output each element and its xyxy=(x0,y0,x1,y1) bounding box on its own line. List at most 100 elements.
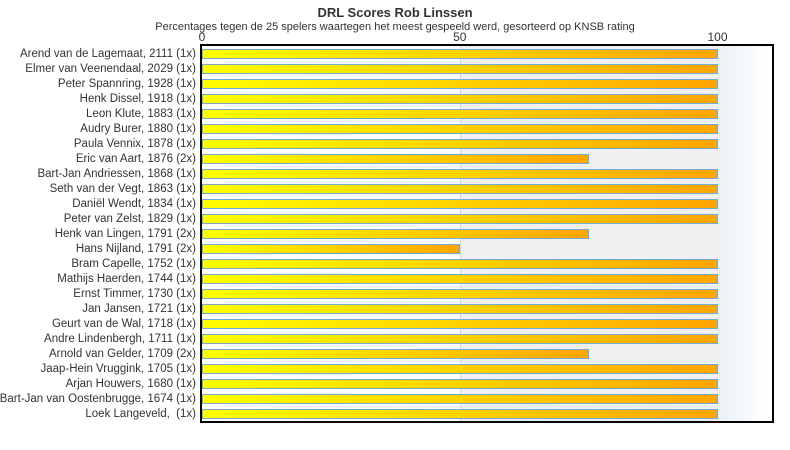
player-label: Loek Langeveld, (1x) xyxy=(85,407,196,420)
bar-row xyxy=(202,136,772,151)
player-label: Henk Dissel, 1918 (1x) xyxy=(79,92,196,105)
bar-row xyxy=(202,76,772,91)
bar xyxy=(202,363,718,374)
y-axis-label-row: Loek Langeveld, (1x) xyxy=(0,406,196,421)
bar xyxy=(202,258,718,269)
bar-row xyxy=(202,331,772,346)
player-label: Eric van Aart, 1876 (2x) xyxy=(75,152,196,165)
player-label: Arend van de Lagemaat, 2111 (1x) xyxy=(19,47,196,60)
chart-subtitle: Percentages tegen de 25 spelers waartege… xyxy=(155,21,635,33)
y-axis-label-row: Mathijs Haerden, 1744 (1x) xyxy=(0,271,196,286)
player-label: Peter van Zelst, 1829 (1x) xyxy=(63,212,196,225)
y-axis-label-row: Henk van Lingen, 1791 (2x) xyxy=(0,226,196,241)
bar-row xyxy=(202,226,772,241)
bar xyxy=(202,243,460,254)
y-axis-labels: Arend van de Lagemaat, 2111 (1x) Elmer va… xyxy=(0,46,196,421)
player-label: Mathijs Haerden, 1744 (1x) xyxy=(57,272,196,285)
player-label: Andre Lindenbergh, 1711 (1x) xyxy=(44,332,196,345)
bar xyxy=(202,213,718,224)
y-axis-label-row: Ernst Timmer, 1730 (1x) xyxy=(0,286,196,301)
player-label: Jaap-Hein Vruggink, 1705 (1x) xyxy=(40,362,196,375)
player-label: Seth van der Vegt, 1863 (1x) xyxy=(49,182,196,195)
y-axis-label-row: Arjan Houwers, 1680 (1x) xyxy=(0,376,196,391)
bar-row xyxy=(202,271,772,286)
bar xyxy=(202,168,718,179)
bar-row xyxy=(202,256,772,271)
player-label: Arjan Houwers, 1680 (1x) xyxy=(65,377,196,390)
player-label: Daniël Wendt, 1834 (1x) xyxy=(72,197,196,210)
bar xyxy=(202,123,718,134)
bar-row xyxy=(202,121,772,136)
chart-title: DRL Scores Rob Linssen xyxy=(317,5,473,20)
bar-row xyxy=(202,211,772,226)
bar-row xyxy=(202,406,772,421)
bar xyxy=(202,378,718,389)
y-axis-label-row: Jan Jansen, 1721 (1x) xyxy=(0,301,196,316)
y-axis-label-row: Henk Dissel, 1918 (1x) xyxy=(0,91,196,106)
player-label: Hans Nijland, 1791 (2x) xyxy=(75,242,196,255)
bar xyxy=(202,303,718,314)
bar xyxy=(202,183,718,194)
x-axis: 0 50 100 xyxy=(0,30,790,44)
bar xyxy=(202,393,718,404)
player-label: Paula Vennix, 1878 (1x) xyxy=(73,137,196,150)
bar-row xyxy=(202,346,772,361)
bar-row xyxy=(202,61,772,76)
x-axis-tick-label: 50 xyxy=(453,30,467,44)
player-label: Ernst Timmer, 1730 (1x) xyxy=(73,287,196,300)
bar-row xyxy=(202,241,772,256)
y-axis-label-row: Daniël Wendt, 1834 (1x) xyxy=(0,196,196,211)
bar xyxy=(202,108,718,119)
y-axis-label-row: Leon Klute, 1883 (1x) xyxy=(0,106,196,121)
y-axis-label-row: Geurt van de Wal, 1718 (1x) xyxy=(0,316,196,331)
bar xyxy=(202,333,718,344)
bar xyxy=(202,348,589,359)
bar-row xyxy=(202,361,772,376)
bar xyxy=(202,153,589,164)
y-axis-label-row: Andre Lindenbergh, 1711 (1x) xyxy=(0,331,196,346)
bar xyxy=(202,318,718,329)
player-label: Jan Jansen, 1721 (1x) xyxy=(82,302,196,315)
player-label: Geurt van de Wal, 1718 (1x) xyxy=(51,317,196,330)
bar xyxy=(202,48,718,59)
player-label: Leon Klute, 1883 (1x) xyxy=(86,107,196,120)
bar-row xyxy=(202,106,772,121)
y-axis-label-row: Hans Nijland, 1791 (2x) xyxy=(0,241,196,256)
player-label: Audry Burer, 1880 (1x) xyxy=(80,122,196,135)
bar-row xyxy=(202,391,772,406)
y-axis-label-row: Bart-Jan Andriessen, 1868 (1x) xyxy=(0,166,196,181)
y-axis-label-row: Peter Spannring, 1928 (1x) xyxy=(0,76,196,91)
player-label: Henk van Lingen, 1791 (2x) xyxy=(54,227,196,240)
bar-row xyxy=(202,166,772,181)
bar-row xyxy=(202,46,772,61)
y-axis-label-row: Audry Burer, 1880 (1x) xyxy=(0,121,196,136)
bar xyxy=(202,273,718,284)
bar-row xyxy=(202,301,772,316)
bar-row xyxy=(202,91,772,106)
player-label: Bram Capelle, 1752 (1x) xyxy=(71,257,196,270)
y-axis-label-row: Elmer van Veenendaal, 2029 (1x) xyxy=(0,61,196,76)
bar-row xyxy=(202,151,772,166)
x-axis-tick-label: 100 xyxy=(707,30,728,44)
y-axis-label-row: Eric van Aart, 1876 (2x) xyxy=(0,151,196,166)
bar xyxy=(202,78,718,89)
x-axis-tick-label: 0 xyxy=(198,30,206,44)
background-band-beyond-100 xyxy=(717,46,772,421)
y-axis-label-row: Bart-Jan van Oostenbrugge, 1674 (1x) xyxy=(0,391,196,406)
y-axis-label-row: Peter van Zelst, 1829 (1x) xyxy=(0,211,196,226)
player-label: Arnold van Gelder, 1709 (2x) xyxy=(48,347,196,360)
player-label: Bart-Jan van Oostenbrugge, 1674 (1x) xyxy=(0,392,196,405)
player-label: Elmer van Veenendaal, 2029 (1x) xyxy=(25,62,196,75)
y-axis-label-row: Bram Capelle, 1752 (1x) xyxy=(0,256,196,271)
plot-area xyxy=(200,44,774,423)
bar-row xyxy=(202,286,772,301)
bar xyxy=(202,63,718,74)
y-axis-label-row: Jaap-Hein Vruggink, 1705 (1x) xyxy=(0,361,196,376)
y-axis-label-row: Arend van de Lagemaat, 2111 (1x) xyxy=(0,46,196,61)
bar xyxy=(202,228,589,239)
bar xyxy=(202,93,718,104)
bar-row xyxy=(202,181,772,196)
bar-row xyxy=(202,376,772,391)
bar-row xyxy=(202,316,772,331)
